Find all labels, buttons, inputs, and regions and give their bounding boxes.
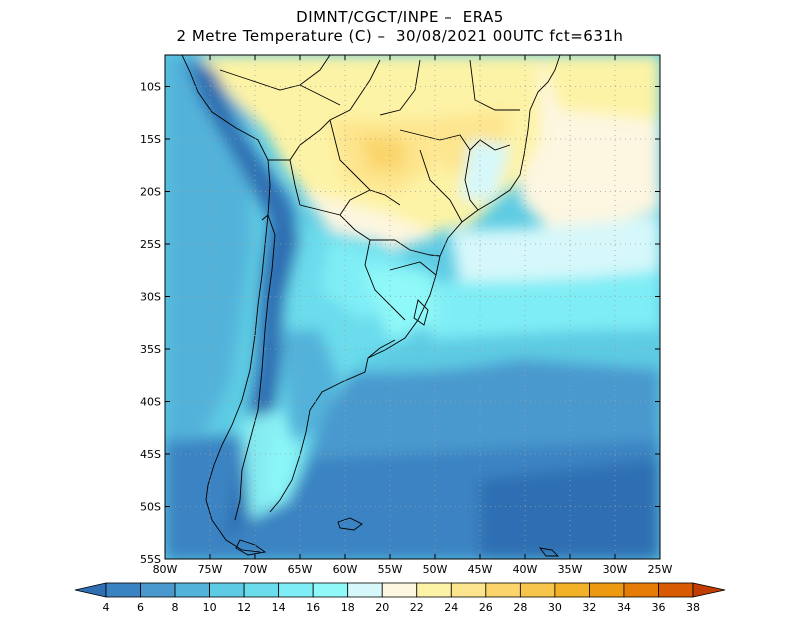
colorbar-swatch <box>243 582 280 598</box>
lat-tick-label: 45S <box>140 448 161 461</box>
colorbar-label: 14 <box>272 601 286 614</box>
colorbar-swatch <box>312 582 349 598</box>
map-frame <box>164 54 661 560</box>
lon-tick-label: 60W <box>333 563 358 576</box>
colorbar-label: 22 <box>410 601 424 614</box>
colorbar-min-arrow <box>74 582 107 598</box>
lat-tick-label: 25S <box>140 238 161 251</box>
lat-tick-label: 15S <box>140 133 161 146</box>
lon-tick-label: 25W <box>648 563 673 576</box>
lon-tick-label: 30W <box>603 563 628 576</box>
lat-tick-label: 35S <box>140 343 161 356</box>
coastlines <box>181 55 561 557</box>
colorbar-max-arrow <box>692 582 726 598</box>
lat-tick-label: 20S <box>140 186 161 199</box>
lon-tick-label: 55W <box>378 563 403 576</box>
colorbar-label: 6 <box>137 601 144 614</box>
colorbar-swatch <box>278 582 314 598</box>
colorbar-label: 28 <box>513 601 527 614</box>
lat-tick-label: 55S <box>140 553 161 566</box>
colorbar-labels: 4 6 8 10 12 14 16 18 20 22 24 26 28 30 32 34 36 38 <box>103 601 701 614</box>
lon-tick-label: 35W <box>558 563 583 576</box>
map-gridlines <box>165 55 660 559</box>
colorbar-label: 10 <box>203 601 217 614</box>
lon-tick-label: 75W <box>198 563 223 576</box>
lat-tick-label: 50S <box>140 501 161 514</box>
colorbar-swatch <box>140 582 176 598</box>
lon-tick-label: 65W <box>288 563 313 576</box>
colorbar-label: 34 <box>617 601 631 614</box>
colorbar-label: 20 <box>375 601 389 614</box>
colorbar-label: 30 <box>548 601 562 614</box>
latitude-ticks: 10S 15S 20S 25S 30S 35S 40S 45S 50S 55S <box>140 81 660 566</box>
colorbar-label: 36 <box>651 601 665 614</box>
colorbar-swatch <box>519 582 556 598</box>
lat-tick-label: 10S <box>140 81 161 94</box>
colorbar-swatch <box>589 582 625 598</box>
lon-tick-label: 70W <box>243 563 268 576</box>
lon-tick-label: 80W <box>153 563 178 576</box>
lon-tick-label: 50W <box>423 563 448 576</box>
lat-tick-label: 30S <box>140 291 161 304</box>
lat-tick-label: 40S <box>140 396 161 409</box>
colorbar-swatch <box>347 582 383 598</box>
colorbar-swatch <box>174 582 210 598</box>
title-line-1: DIMNT/CGCT/INPE – ERA5 <box>296 8 504 26</box>
temperature-field <box>165 55 660 559</box>
colorbar-swatch <box>381 582 418 598</box>
colorbar-label: 16 <box>306 601 320 614</box>
colorbar-swatch <box>209 582 245 598</box>
colorbar-swatch <box>554 582 590 598</box>
colorbar-swatch <box>658 582 694 598</box>
colorbar-label: 4 <box>103 601 110 614</box>
title-line-2: 2 Metre Temperature (C) – 30/08/2021 00U… <box>176 27 624 45</box>
colorbar-label: 18 <box>341 601 355 614</box>
colorbar-label: 26 <box>479 601 493 614</box>
colorbar-swatch <box>416 582 452 598</box>
colorbar-swatch <box>485 582 521 598</box>
colorbar <box>74 582 726 598</box>
colorbar-swatch <box>105 582 141 598</box>
colorbar-swatch <box>623 582 659 598</box>
colorbar-swatch <box>450 582 487 598</box>
colorbar-label: 38 <box>686 601 700 614</box>
longitude-ticks: 80W 75W 70W 65W 60W 55W 50W 45W 40W 35W 30W 25W <box>153 55 673 576</box>
colorbar-label: 24 <box>444 601 458 614</box>
colorbar-label: 32 <box>582 601 596 614</box>
lon-tick-label: 40W <box>513 563 538 576</box>
lon-tick-label: 45W <box>468 563 493 576</box>
colorbar-label: 12 <box>237 601 251 614</box>
colorbar-label: 8 <box>172 601 179 614</box>
